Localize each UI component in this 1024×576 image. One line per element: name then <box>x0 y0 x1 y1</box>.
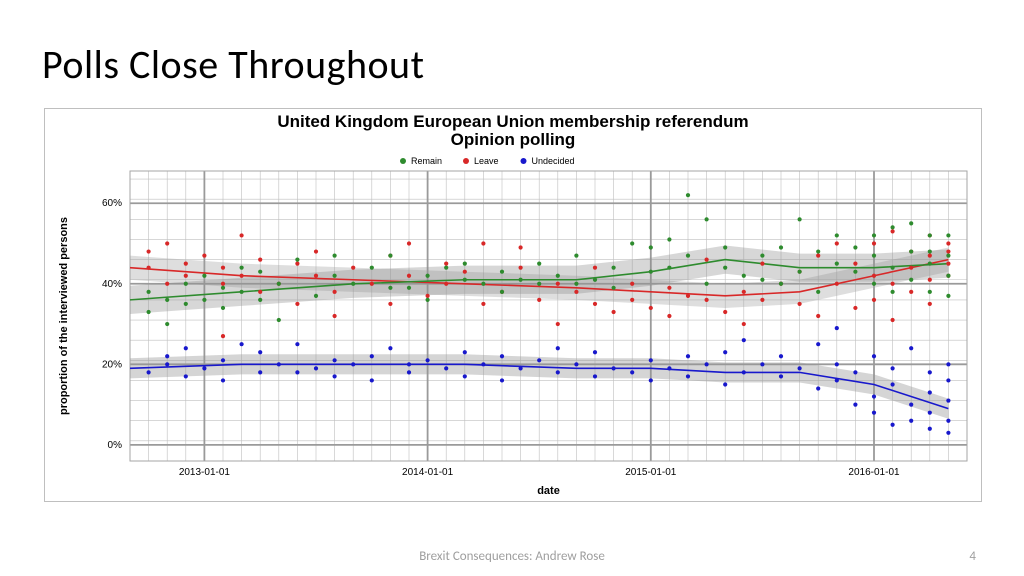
chart-container: United Kingdom European Union membership… <box>44 108 982 502</box>
svg-text:60%: 60% <box>102 198 122 209</box>
svg-text:Opinion polling: Opinion polling <box>451 130 576 149</box>
svg-text:0%: 0% <box>108 440 123 451</box>
poll-chart: United Kingdom European Union membership… <box>45 109 981 501</box>
svg-text:2015-01-01: 2015-01-01 <box>625 467 677 478</box>
svg-text:proportion of the interviewed: proportion of the interviewed persons <box>58 217 70 415</box>
svg-text:United Kingdom European Union: United Kingdom European Union membership… <box>277 112 748 131</box>
svg-text:Undecided: Undecided <box>532 156 575 166</box>
svg-text:2013-01-01: 2013-01-01 <box>179 467 231 478</box>
svg-text:Remain: Remain <box>411 156 442 166</box>
footer-credit: Brexit Consequences: Andrew Rose <box>0 549 1024 564</box>
svg-text:2016-01-01: 2016-01-01 <box>848 467 900 478</box>
svg-text:2014-01-01: 2014-01-01 <box>402 467 454 478</box>
svg-text:20%: 20% <box>102 359 122 370</box>
svg-text:date: date <box>537 485 560 497</box>
slide-title: Polls Close Throughout <box>42 40 424 89</box>
svg-text:40%: 40% <box>102 279 122 290</box>
page-number: 4 <box>969 549 976 564</box>
svg-text:Leave: Leave <box>474 156 499 166</box>
